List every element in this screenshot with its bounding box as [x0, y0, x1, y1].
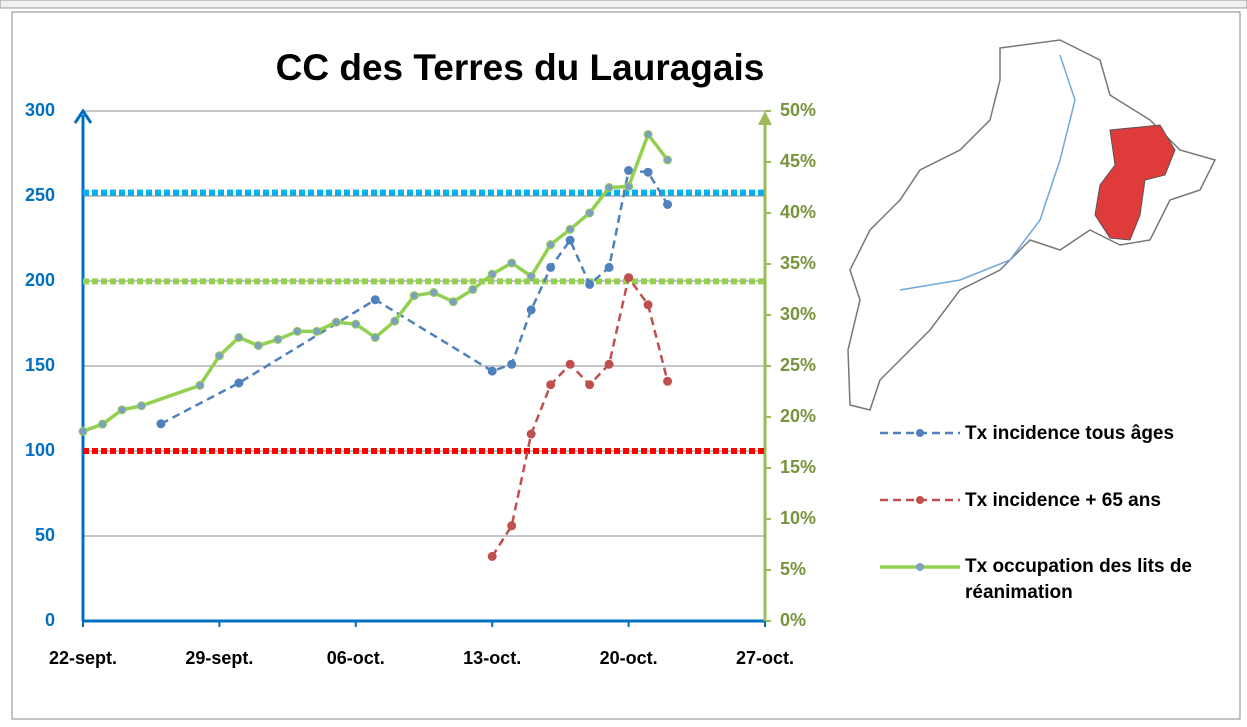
- data-point: [390, 316, 400, 326]
- legend-label: Tx incidence + 65 ans: [965, 490, 1161, 511]
- x-tick-label: 29-sept.: [185, 648, 253, 668]
- y2-tick-label: 25%: [780, 355, 816, 375]
- y-tick-label: 300: [25, 100, 55, 120]
- legend-marker: [916, 496, 924, 504]
- y2-tick-label: 0%: [780, 610, 806, 630]
- data-point: [448, 297, 458, 307]
- y-tick-label: 250: [25, 185, 55, 205]
- y-tick-label: 150: [25, 355, 55, 375]
- data-point: [565, 235, 575, 245]
- data-point: [643, 167, 653, 177]
- data-point: [370, 332, 380, 342]
- data-point: [526, 305, 536, 315]
- x-tick-label: 27-oct.: [736, 648, 794, 668]
- series-line: [491, 274, 669, 558]
- data-point: [273, 334, 283, 344]
- data-point: [234, 378, 244, 388]
- data-point: [526, 271, 536, 281]
- data-point: [468, 285, 478, 294]
- data-point: [312, 326, 322, 336]
- top-strip: [0, 0, 1247, 9]
- y2-tick-label: 20%: [780, 406, 816, 426]
- data-point: [663, 155, 673, 165]
- legend-label: Tx incidence tous âges: [965, 423, 1175, 444]
- data-point: [565, 224, 575, 234]
- data-point: [643, 300, 653, 310]
- legend-label: Tx occupation des lits de réanimation: [965, 556, 1192, 603]
- data-point: [585, 380, 595, 390]
- x-tick-label: 20-oct.: [600, 648, 658, 668]
- map: [847, 39, 1217, 411]
- map-highlight: [1094, 124, 1176, 241]
- y2-tick-label: 5%: [780, 559, 806, 579]
- data-point: [663, 376, 673, 386]
- data-point: [624, 166, 634, 175]
- data-point: [253, 341, 263, 351]
- y-tick-label: 50: [35, 525, 55, 545]
- data-point: [117, 405, 127, 415]
- data-point: [507, 521, 517, 531]
- data-point: [97, 419, 107, 429]
- data-point: [507, 258, 517, 268]
- data-point: [331, 317, 341, 327]
- data-point: [487, 551, 497, 561]
- data-point: [604, 183, 614, 192]
- data-point: [585, 208, 595, 218]
- x-tick-label: 22-sept.: [49, 648, 117, 668]
- data-point: [156, 419, 166, 429]
- map-river: [899, 54, 1076, 291]
- y-tick-label: 200: [25, 270, 55, 290]
- data-point: [487, 366, 497, 376]
- data-point: [585, 279, 595, 289]
- y2-tick-label: 35%: [780, 253, 816, 273]
- data-point: [409, 291, 419, 301]
- data-point: [351, 319, 361, 329]
- data-point: [370, 295, 380, 305]
- y2-tick-label: 45%: [780, 151, 816, 171]
- data-point: [526, 429, 536, 439]
- data-point: [663, 200, 673, 209]
- data-point: [292, 326, 302, 336]
- data-point: [78, 426, 88, 436]
- x-tick-label: 06-oct.: [327, 648, 385, 668]
- data-point: [214, 351, 224, 361]
- y2-tick-label: 50%: [780, 100, 816, 120]
- data-point: [624, 273, 634, 283]
- y-tick-label: 0: [45, 610, 55, 630]
- data-point: [624, 181, 634, 191]
- data-point: [507, 359, 517, 369]
- x-tick-label: 13-oct.: [463, 648, 521, 668]
- data-point: [604, 262, 614, 272]
- y2-tick-label: 30%: [780, 304, 816, 324]
- chart-title: CC des Terres du Lauragais: [276, 47, 765, 88]
- y-axis-arrow: [73, 108, 93, 124]
- data-point: [604, 359, 614, 369]
- data-point: [565, 359, 575, 369]
- data-point: [546, 380, 556, 390]
- y2-axis-arrow: [758, 111, 772, 125]
- legend-marker: [916, 563, 924, 571]
- data-point: [195, 380, 205, 390]
- data-point: [136, 401, 146, 411]
- legend-marker: [916, 429, 924, 437]
- y2-tick-label: 10%: [780, 508, 816, 528]
- data-point: [429, 288, 439, 298]
- data-point: [546, 262, 556, 272]
- data-point: [546, 240, 556, 250]
- y2-tick-label: 40%: [780, 202, 816, 222]
- y-tick-label: 100: [25, 440, 55, 460]
- data-point: [234, 332, 244, 342]
- data-point: [487, 269, 497, 279]
- y2-tick-label: 15%: [780, 457, 816, 477]
- data-point: [643, 129, 653, 139]
